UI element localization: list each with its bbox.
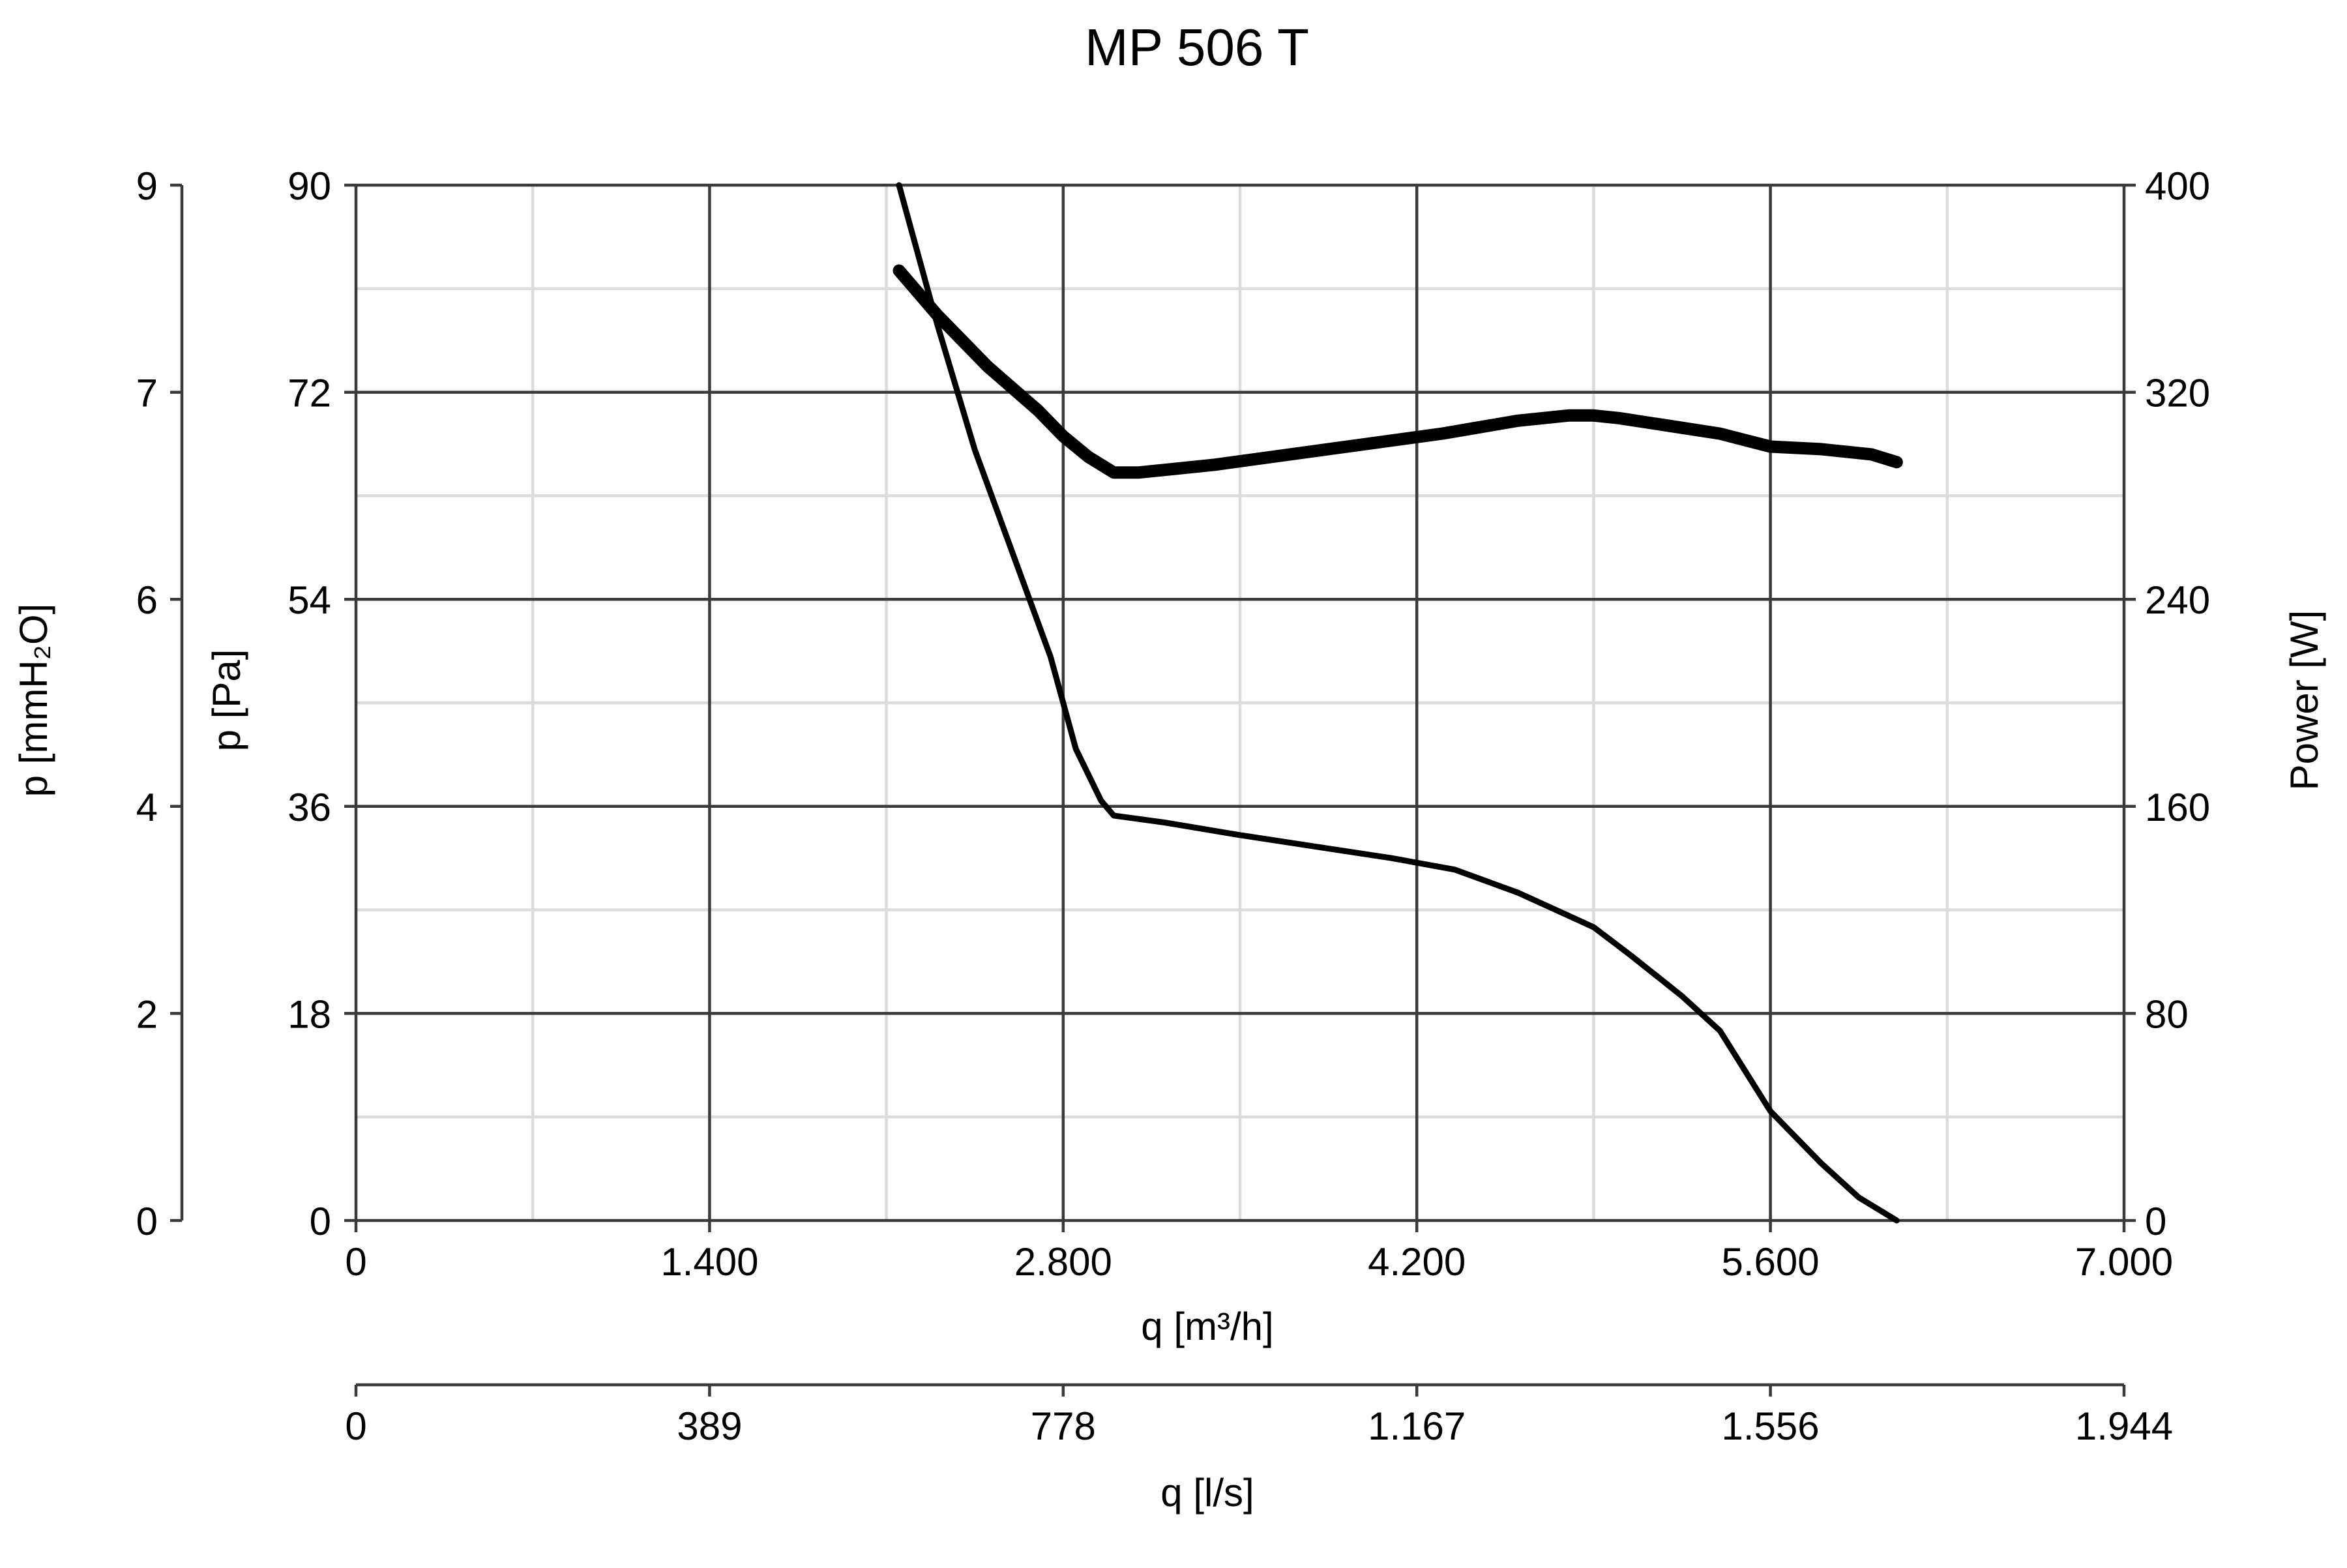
axes [170, 183, 2136, 1397]
x2-tick-label: 1.944 [2075, 1404, 2173, 1448]
x-axis-label: q [m³/h] [1141, 1305, 1273, 1348]
x-tick-label: 1.400 [660, 1240, 758, 1284]
y2-tick-label: 4 [136, 786, 158, 829]
x-tick-label: 4.200 [1368, 1240, 1466, 1284]
x-tick-label: 0 [345, 1240, 366, 1284]
y-tick-label: 90 [288, 164, 331, 208]
y2-tick-label: 7 [136, 372, 158, 415]
y-tick-label: 72 [288, 372, 331, 415]
x-tick-label: 7.000 [2075, 1240, 2173, 1284]
y3-tick-label: 160 [2145, 786, 2210, 829]
x-tick-label: 5.600 [1722, 1240, 1820, 1284]
x2-tick-label: 389 [677, 1404, 742, 1448]
y2-axis-label: p [mmH₂O] [12, 604, 55, 797]
y-tick-label: 0 [310, 1200, 331, 1243]
pressure-curve [896, 182, 1900, 1224]
y3-tick-label: 0 [2145, 1200, 2166, 1243]
y-axis-label: p [Pa] [205, 649, 248, 752]
chart-title: MP 506 T [1085, 18, 1309, 76]
y-tick-label: 18 [288, 992, 331, 1036]
x2-axis-label: q [l/s] [1160, 1471, 1254, 1515]
x2-tick-label: 778 [1031, 1404, 1096, 1448]
x2-tick-label: 1.556 [1722, 1404, 1820, 1448]
y3-tick-label: 320 [2145, 372, 2210, 415]
y2-tick-label: 2 [136, 992, 158, 1036]
y3-axis-label: Power [W] [2282, 610, 2326, 791]
y3-tick-label: 240 [2145, 578, 2210, 622]
y3-tick-label: 80 [2145, 992, 2189, 1036]
x-tick-label: 2.800 [1014, 1240, 1112, 1284]
x2-tick-label: 1.167 [1368, 1404, 1466, 1448]
y-tick-label: 36 [288, 786, 331, 829]
y-tick-label: 54 [288, 578, 331, 622]
power-curve [893, 264, 1903, 479]
y2-tick-label: 9 [136, 164, 158, 208]
x2-tick-label: 0 [345, 1404, 366, 1448]
y2-tick-label: 6 [136, 578, 158, 622]
curves [893, 182, 1903, 1224]
y2-tick-label: 0 [136, 1200, 158, 1243]
y3-tick-label: 400 [2145, 164, 2210, 208]
minor-grid [356, 185, 2124, 1220]
